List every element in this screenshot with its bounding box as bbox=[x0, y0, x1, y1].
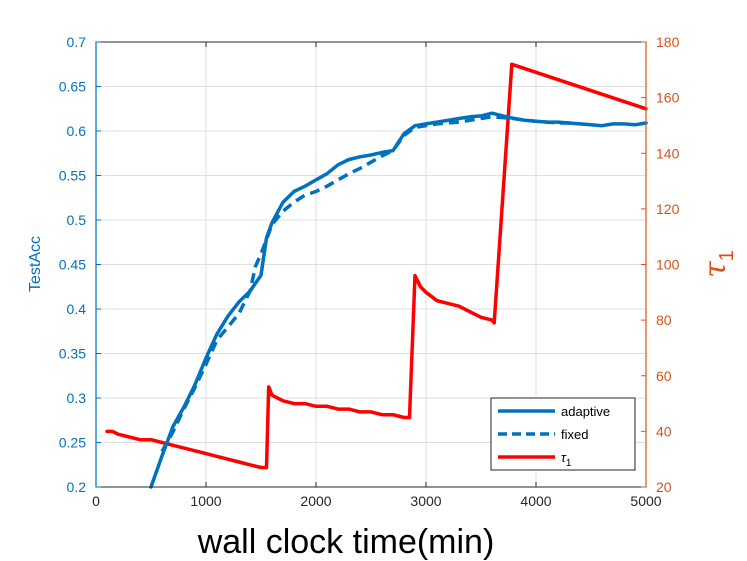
x-tick-label: 1000 bbox=[190, 493, 221, 509]
y-axis-right-label-subscript: 1 bbox=[716, 250, 738, 261]
ticks: 0 1000 2000 3000 4000 5000 0.2 0.25 0.3 0.35 0.4 0.… bbox=[59, 34, 680, 509]
series-line-fixed bbox=[160, 115, 581, 453]
x-tick-label: 3000 bbox=[410, 493, 441, 509]
y-right-tick-label: 140 bbox=[656, 145, 680, 161]
legend-label-tau-symbol: τ bbox=[561, 450, 567, 465]
y-axis-right-label: τ1 bbox=[698, 250, 738, 278]
y-right-tick-label: 40 bbox=[656, 423, 672, 439]
series-line-tau bbox=[105, 62, 648, 470]
y-right-tick-label: 100 bbox=[656, 257, 680, 273]
x-axis-label: wall clock time(min) bbox=[197, 523, 495, 561]
y-right-tick-label: 160 bbox=[656, 90, 680, 106]
legend-label-adaptive: adaptive bbox=[561, 404, 610, 419]
y-left-tick-label: 0.4 bbox=[67, 301, 87, 317]
legend-label-tau-subscript: 1 bbox=[566, 458, 572, 469]
y-axis-right-label-symbol: τ bbox=[698, 261, 733, 278]
y-right-tick-label: 20 bbox=[656, 479, 672, 495]
y-right-tick-label: 60 bbox=[656, 368, 672, 384]
y-axis-left-label: TestAcc bbox=[27, 236, 44, 292]
series-line-adaptive bbox=[149, 111, 648, 489]
x-tick-label: 5000 bbox=[630, 493, 661, 509]
svg-text:τ1: τ1 bbox=[698, 250, 738, 278]
x-tick-label: 2000 bbox=[300, 493, 331, 509]
y-left-tick-label: 0.6 bbox=[67, 123, 87, 139]
y-left-tick-label: 0.25 bbox=[59, 435, 86, 451]
y-left-tick-label: 0.5 bbox=[67, 212, 87, 228]
y-right-tick-label: 180 bbox=[656, 34, 680, 50]
y-right-tick-label: 120 bbox=[656, 201, 680, 217]
legend-label-fixed: fixed bbox=[561, 427, 588, 442]
y-right-tick-label: 80 bbox=[656, 312, 672, 328]
y-left-tick-label: 0.65 bbox=[59, 79, 86, 95]
grid bbox=[96, 42, 646, 487]
y-left-tick-label: 0.7 bbox=[67, 34, 87, 50]
y-left-tick-label: 0.35 bbox=[59, 346, 86, 362]
legend: adaptive fixed τ1 bbox=[490, 397, 636, 471]
x-tick-label: 4000 bbox=[520, 493, 551, 509]
x-tick-label: 0 bbox=[92, 493, 100, 509]
legend-label-tau: τ1 bbox=[561, 450, 572, 469]
series-layer bbox=[105, 62, 648, 489]
y-left-tick-label: 0.3 bbox=[67, 390, 87, 406]
y-left-tick-label: 0.55 bbox=[59, 168, 86, 184]
y-left-tick-label: 0.2 bbox=[67, 479, 87, 495]
y-left-tick-label: 0.45 bbox=[59, 257, 86, 273]
